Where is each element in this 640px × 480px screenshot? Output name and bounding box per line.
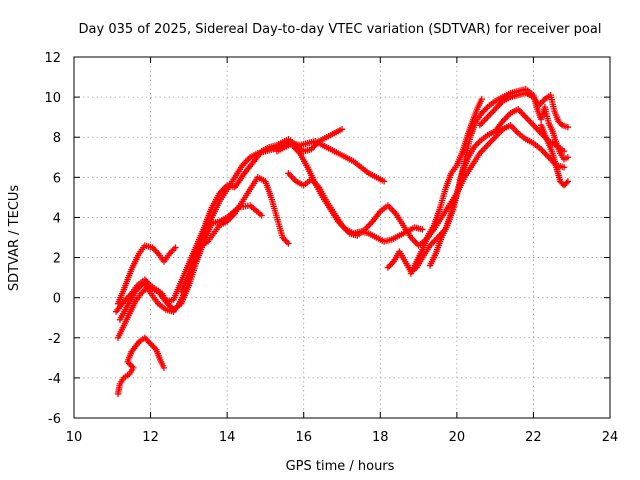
data-point	[564, 123, 572, 131]
series-track-1	[114, 334, 168, 398]
y-tick-label: -6	[48, 412, 61, 427]
y-tick-label: 12	[44, 51, 61, 66]
data-point	[478, 95, 485, 103]
data-point	[285, 240, 292, 247]
data-point	[258, 212, 265, 219]
y-axis-title: SDTVAR / TECUs	[7, 185, 22, 292]
data-point	[380, 178, 388, 185]
series-track-8	[285, 121, 568, 249]
x-tick-label: 16	[295, 430, 312, 445]
grid	[74, 57, 610, 418]
series-track-5	[116, 138, 426, 323]
y-tick-label: -4	[48, 372, 61, 387]
data-point	[563, 179, 570, 186]
series-track-6	[178, 126, 346, 295]
data-point	[564, 154, 572, 161]
series-track-9	[384, 105, 568, 275]
plot-frame	[73, 56, 611, 419]
series-track-13	[537, 121, 572, 189]
data-point	[338, 126, 346, 133]
data-point	[160, 364, 168, 372]
y-tick-label: 0	[53, 292, 61, 307]
series-track-11	[407, 95, 485, 277]
data-point	[560, 164, 568, 171]
data-points	[112, 85, 572, 398]
data-point	[419, 226, 426, 233]
chart-title: Day 035 of 2025, Sidereal Day-to-day VTE…	[79, 22, 602, 37]
y-tick-label: 10	[44, 91, 61, 106]
series-track-12	[476, 89, 572, 131]
data-point	[564, 178, 572, 185]
y-tick-label: 2	[53, 252, 61, 267]
y-tick-label: 4	[53, 211, 61, 226]
series-track-3	[114, 174, 292, 341]
series-track-7	[273, 138, 388, 185]
data-point	[172, 244, 179, 251]
x-tick-label: 14	[219, 430, 236, 445]
x-tick-label: 12	[142, 430, 159, 445]
y-tick-label: 8	[53, 131, 61, 146]
series-track-4	[114, 242, 179, 307]
x-tick-label: 10	[66, 430, 83, 445]
x-tick-label: 18	[372, 430, 389, 445]
x-axis-title: GPS time / hours	[286, 459, 395, 474]
x-tick-label: 20	[449, 430, 466, 445]
x-tick-label: 24	[602, 430, 619, 445]
y-tick-label: -2	[48, 332, 61, 347]
x-tick-label: 22	[525, 430, 542, 445]
y-tick-label: 6	[53, 171, 61, 186]
